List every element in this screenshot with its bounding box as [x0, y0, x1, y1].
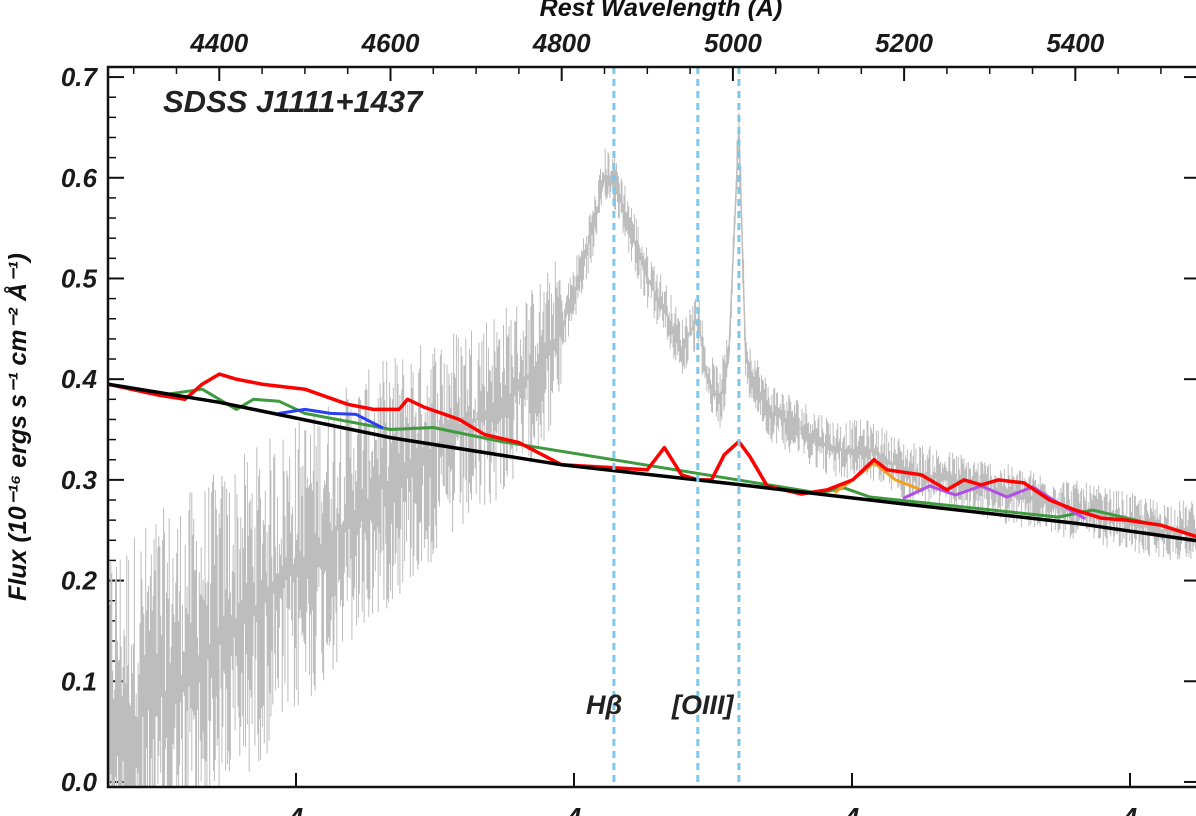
top-tick-label: 5000	[704, 28, 762, 58]
marker-layer	[612, 67, 741, 787]
continuum-curve	[108, 382, 1196, 543]
y-tick-label: 0.2	[61, 566, 98, 596]
y-tick-label: 0.7	[61, 62, 99, 92]
series-layer	[108, 112, 1196, 787]
top-tick-label: 4400	[189, 28, 248, 58]
y-tick-label: 0.1	[61, 666, 97, 696]
plot-frame	[106, 65, 1196, 789]
hbeta-label: Hβ	[586, 690, 622, 720]
bottom-tick-label: 4	[288, 802, 304, 816]
observed-spectrum-trend	[108, 126, 1196, 743]
y-tick-label: 0.0	[61, 767, 98, 797]
bottom-tick-label: 4	[1122, 802, 1138, 816]
top-axis-title: Rest Wavelength (Å)	[540, 0, 783, 22]
top-tick-label: 5400	[1046, 28, 1104, 58]
feii-blue-components	[277, 407, 384, 429]
y-tick-label: 0.5	[61, 263, 98, 293]
top-tick-label: 4600	[361, 28, 420, 58]
bottom-tick-label: 4	[844, 802, 860, 816]
y-axis-title: Flux (10⁻¹⁶ ergs s⁻¹ cm⁻² Å⁻¹)	[3, 253, 32, 601]
top-tick-label: 5200	[875, 28, 933, 58]
top-tick-label: 4800	[532, 28, 591, 58]
oiii-label: [OIII]	[671, 690, 734, 720]
y-tick-label: 0.3	[61, 465, 98, 495]
observed-spectrum-trace	[108, 112, 1196, 787]
bottom-tick-label: 4	[566, 802, 582, 816]
y-tick-label: 0.6	[61, 163, 98, 193]
y-tick-label: 0.4	[61, 364, 98, 394]
feii-green-components	[157, 387, 1146, 524]
tick-layer: 4400 4600 4800 5000 5200 5400 0.0 0.1 0.2 0.3 0.4 0…	[61, 28, 1196, 816]
object-name-label: SDSS J1111+1437	[163, 84, 424, 119]
